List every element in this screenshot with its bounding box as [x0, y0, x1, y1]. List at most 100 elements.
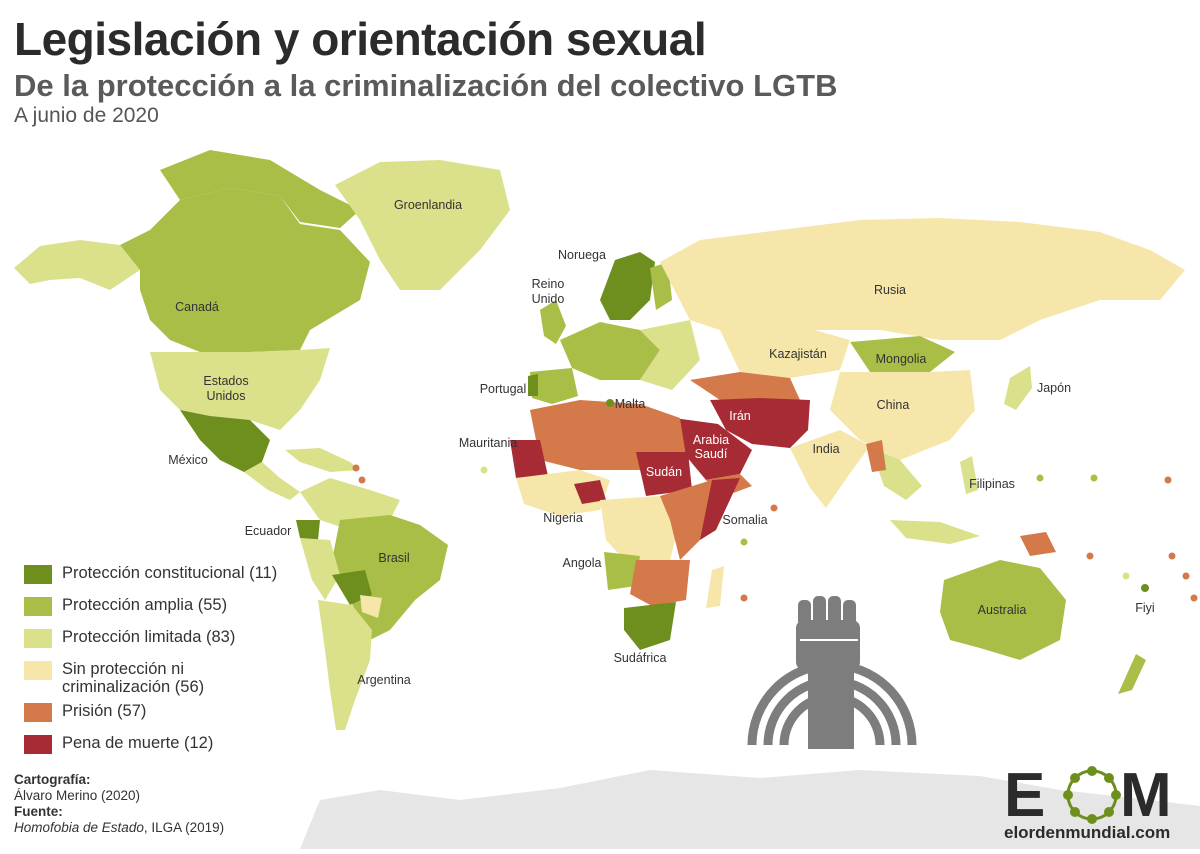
region-scandinavia	[600, 252, 655, 320]
dot-caribbean-1	[352, 464, 360, 472]
label-brasil: Brasil	[378, 551, 409, 565]
dot-fiji	[1141, 584, 1149, 592]
label-nigeria: Nigeria	[543, 511, 583, 525]
label-arabia-2: Saudí	[695, 447, 728, 461]
region-myanmar	[866, 440, 886, 472]
label-eeuu-1: Estados	[203, 374, 248, 388]
region-madagascar	[706, 566, 724, 608]
label-sudan: Sudán	[646, 465, 682, 479]
label-japon: Japón	[1037, 381, 1071, 395]
legend-swatch	[24, 597, 52, 616]
region-mexico	[180, 410, 270, 472]
label-groenlandia: Groenlandia	[394, 198, 462, 212]
region-portugal	[528, 374, 538, 396]
region-greenland	[335, 160, 510, 290]
region-new-zealand	[1118, 654, 1146, 694]
region-russia	[660, 218, 1185, 340]
legend-swatch	[24, 735, 52, 754]
region-paraguay	[360, 595, 382, 618]
legend-swatch	[24, 629, 52, 648]
legend-item-limited: Protección limitada (83)	[24, 626, 294, 658]
dot-tuvalu	[1190, 594, 1198, 602]
legend-swatch	[24, 661, 52, 680]
credits-source-value: Homofobia de Estado	[14, 820, 144, 835]
dot-tonga	[1182, 572, 1190, 580]
region-uk	[540, 300, 566, 344]
dot-seychelles	[770, 504, 778, 512]
region-iberia	[530, 368, 578, 404]
region-caribbean	[285, 448, 360, 472]
legend-item-broad: Protección amplia (55)	[24, 594, 294, 626]
region-west-africa	[516, 470, 610, 516]
legend-item-prison: Prisión (57)	[24, 700, 294, 732]
label-mexico: México	[168, 453, 208, 467]
legend-label: Protección amplia (55)	[62, 596, 228, 614]
label-arabia-1: Arabia	[693, 433, 729, 447]
legend-label: Sin protección ni criminalización (56)	[62, 660, 205, 696]
label-china: China	[877, 398, 910, 412]
fist-rainbow-icon	[747, 596, 917, 749]
legend: Protección constitucional (11) Protecció…	[24, 562, 294, 764]
credits: Cartografía: Álvaro Merino (2020) Fuente…	[14, 772, 224, 836]
region-western-europe	[560, 322, 660, 380]
dot-atlantic	[480, 466, 488, 474]
legend-label: Protección constitucional (11)	[62, 564, 278, 582]
region-mauritania	[510, 440, 548, 478]
region-alaska	[14, 240, 140, 290]
region-canada	[120, 188, 370, 352]
region-central-america	[244, 462, 300, 500]
region-south-africa	[624, 602, 676, 650]
label-russia: Rusia	[874, 283, 906, 297]
page-title: Legislación y orientación sexual	[14, 13, 707, 65]
region-southern-africa	[630, 560, 690, 606]
region-central-africa	[600, 496, 680, 566]
region-middle-east-prison	[690, 372, 800, 400]
label-sudafrica: Sudáfrica	[614, 651, 667, 665]
region-peru	[300, 538, 340, 600]
label-fiyi: Fiyi	[1135, 601, 1154, 615]
region-nigeria	[574, 480, 606, 504]
region-iran-afgh-pak	[710, 398, 810, 448]
label-reino-unido-1: Reino	[532, 277, 565, 291]
region-somalia	[700, 478, 740, 540]
label-argentina: Argentina	[357, 673, 411, 687]
region-ecuador	[296, 520, 320, 540]
region-papua	[1020, 532, 1056, 556]
label-kazajistan: Kazajistán	[769, 347, 827, 361]
antarctica-shape	[300, 770, 1200, 849]
label-filipinas: Filipinas	[969, 477, 1015, 491]
credits-source-suffix: , ILGA (2019)	[143, 820, 225, 835]
label-canada: Canadá	[175, 300, 219, 314]
region-india	[790, 430, 870, 508]
label-india: India	[812, 442, 839, 456]
label-angola: Angola	[563, 556, 602, 570]
label-ecuador: Ecuador	[245, 524, 292, 538]
credits-carto-label: Cartografía:	[14, 772, 91, 787]
label-australia: Australia	[978, 603, 1027, 617]
legend-swatch	[24, 703, 52, 722]
label-malta: Malta	[615, 397, 646, 411]
region-china	[830, 370, 975, 460]
label-noruega: Noruega	[558, 248, 606, 262]
label-mongolia: Mongolia	[876, 352, 927, 366]
legend-label: Protección limitada (83)	[62, 628, 236, 646]
label-somalia: Somalia	[722, 513, 767, 527]
region-australia	[940, 560, 1066, 660]
region-canada-islands	[160, 150, 360, 228]
page-subtitle: De la protección a la criminalización de…	[14, 68, 838, 103]
label-reino-unido-2: Unido	[532, 292, 565, 306]
dot-comoros	[740, 594, 748, 602]
dot-caribbean-2	[358, 476, 366, 484]
dot-mauritius	[740, 538, 748, 546]
dot-malta	[606, 399, 614, 407]
credits-carto-value: Álvaro Merino (2020)	[14, 788, 141, 803]
dot-vanuatu	[1122, 572, 1130, 580]
label-mauritania: Mauritania	[459, 436, 517, 450]
logo-url[interactable]: elordenmundial.com	[1004, 823, 1171, 842]
region-eastern-europe	[640, 320, 700, 390]
region-kazakhstan	[720, 326, 850, 378]
dot-palau	[1036, 474, 1044, 482]
region-sudan	[636, 452, 692, 496]
